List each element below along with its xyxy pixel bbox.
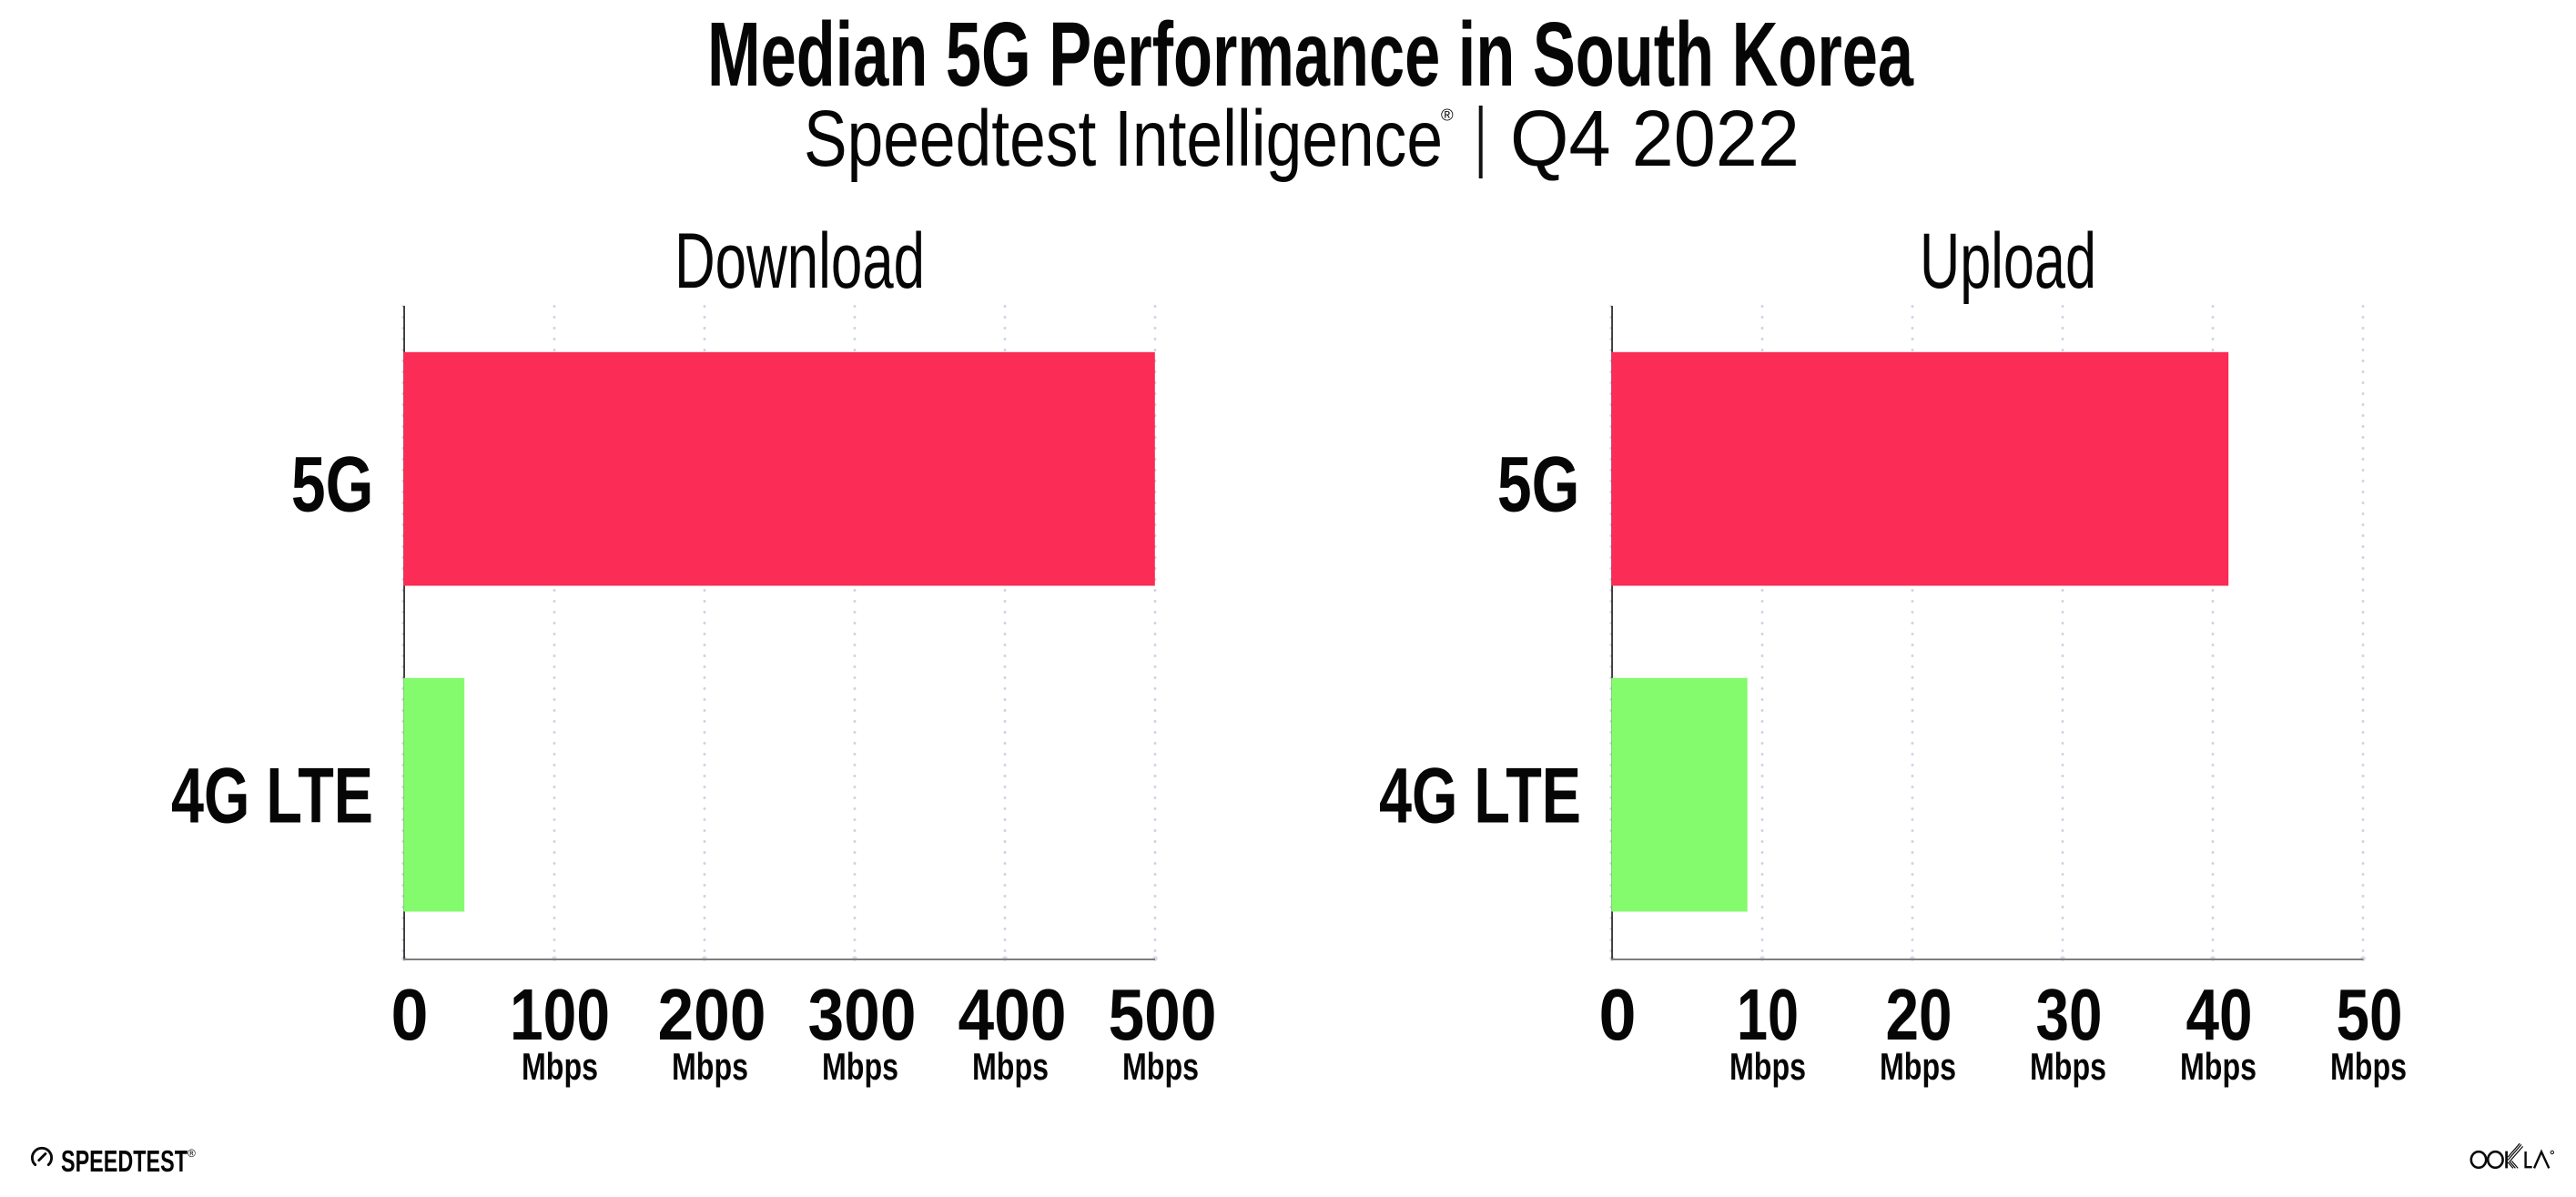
svg-text:100: 100 xyxy=(510,974,610,1055)
svg-text:4G LTE: 4G LTE xyxy=(1379,753,1581,840)
svg-text:SPEEDTEST: SPEEDTEST xyxy=(61,1144,188,1178)
svg-text:Download: Download xyxy=(674,218,925,305)
svg-text:Mbps: Mbps xyxy=(1729,1045,1806,1088)
svg-text:400: 400 xyxy=(958,974,1067,1055)
svg-text:200: 200 xyxy=(658,974,766,1055)
svg-text:Mbps: Mbps xyxy=(822,1045,898,1088)
svg-text:300: 300 xyxy=(808,974,917,1055)
svg-text:Mbps: Mbps xyxy=(522,1045,598,1088)
svg-text:®: ® xyxy=(188,1147,196,1160)
svg-text:0: 0 xyxy=(391,974,429,1055)
svg-text:Q4 2022: Q4 2022 xyxy=(1510,95,1800,183)
svg-text:Mbps: Mbps xyxy=(2180,1045,2257,1088)
svg-text:Upload: Upload xyxy=(1920,218,2096,305)
svg-text:Mbps: Mbps xyxy=(672,1045,748,1088)
svg-text:Speedtest Intelligence: Speedtest Intelligence xyxy=(804,95,1443,183)
svg-text:50: 50 xyxy=(2337,974,2403,1055)
svg-text:Mbps: Mbps xyxy=(2030,1045,2106,1088)
svg-text:Mbps: Mbps xyxy=(1122,1045,1199,1088)
svg-text:Mbps: Mbps xyxy=(972,1045,1049,1088)
svg-text:Median 5G Performance in South: Median 5G Performance in South Korea xyxy=(707,4,1914,106)
svg-text:30: 30 xyxy=(2036,974,2103,1055)
svg-text:10: 10 xyxy=(1737,974,1799,1055)
svg-text:0: 0 xyxy=(1599,974,1637,1055)
svg-text:Mbps: Mbps xyxy=(1880,1045,1956,1088)
svg-text:4G LTE: 4G LTE xyxy=(171,753,373,840)
svg-text:5G: 5G xyxy=(291,441,374,529)
svg-text:®: ® xyxy=(1441,106,1454,125)
svg-text:40: 40 xyxy=(2186,974,2253,1055)
svg-text:Mbps: Mbps xyxy=(2330,1045,2407,1088)
svg-text:20: 20 xyxy=(1886,974,1952,1055)
svg-text:5G: 5G xyxy=(1497,441,1580,529)
svg-text:500: 500 xyxy=(1109,974,1217,1055)
